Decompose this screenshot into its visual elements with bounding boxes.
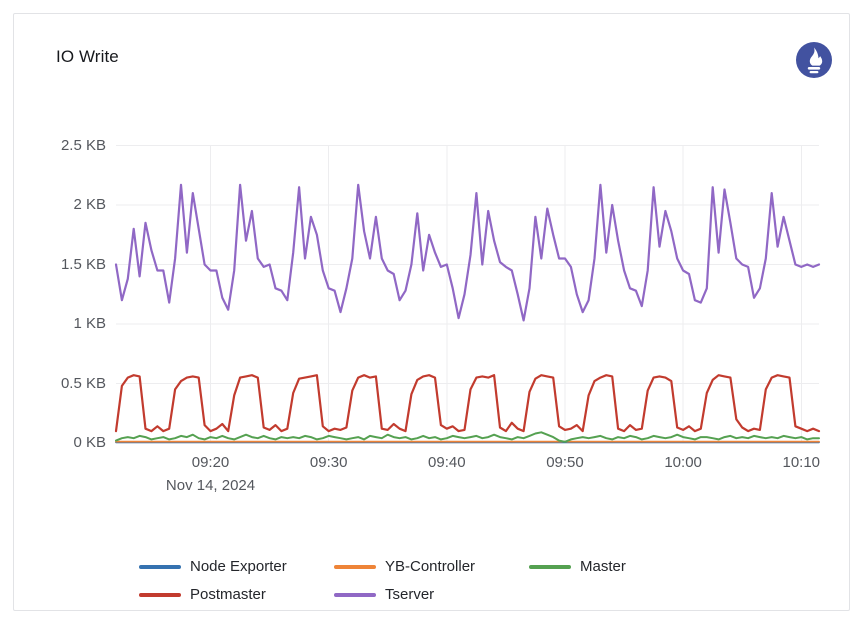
- legend-marker-yb-controller: [334, 564, 376, 569]
- x-tick-label: 09:20: [191, 454, 230, 471]
- plot-area[interactable]: [14, 14, 851, 612]
- legend-item-postmaster[interactable]: Postmaster: [139, 584, 334, 605]
- x-tick-label: 10:10: [782, 454, 821, 471]
- x-tick-label: 10:00: [664, 454, 702, 471]
- series-line-tserver: [114, 183, 821, 322]
- legend-label-master: Master: [580, 558, 626, 575]
- legend-label-tserver: Tserver: [385, 586, 435, 603]
- legend-label-node-exporter: Node Exporter: [190, 558, 287, 575]
- legend-label-postmaster: Postmaster: [190, 586, 266, 603]
- x-tick-label: 09:30: [309, 454, 348, 471]
- legend-marker-tserver: [334, 592, 376, 597]
- io-write-panel: IO Write 0 KB 0.5 KB 1 KB 1.5 KB 2 KB 2.5 KB …: [13, 13, 850, 611]
- x-tick-label: 09:40: [428, 454, 466, 471]
- y-tick-label: 0.5 KB: [60, 374, 106, 392]
- legend-item-yb-controller[interactable]: YB-Controller: [334, 556, 529, 577]
- panel-title: IO Write: [56, 47, 119, 66]
- legend-label-yb-controller: YB-Controller: [385, 558, 476, 575]
- y-tick-label: 1.5 KB: [60, 255, 106, 273]
- series-line-master: [115, 431, 820, 443]
- series-line-postmaster: [114, 374, 821, 433]
- legend-item-node-exporter[interactable]: Node Exporter: [139, 556, 334, 577]
- legend-marker-master: [529, 564, 571, 569]
- y-tick-label: 2 KB: [73, 196, 106, 213]
- prometheus-icon: [796, 42, 832, 78]
- y-tick-label: 1 KB: [73, 315, 106, 332]
- legend-item-tserver[interactable]: Tserver: [334, 584, 529, 605]
- x-axis-date-label: Nov 14, 2024: [165, 477, 256, 494]
- legend: Node Exporter YB-Controller Master Postmast…: [14, 556, 849, 605]
- legend-item-master[interactable]: Master: [529, 556, 724, 577]
- legend-marker-node-exporter: [139, 564, 181, 569]
- legend-marker-postmaster: [139, 592, 181, 597]
- y-tick-label: 2.5 KB: [60, 136, 106, 154]
- x-tick-label: 09:50: [546, 454, 584, 471]
- y-tick-label: 0 KB: [73, 434, 106, 451]
